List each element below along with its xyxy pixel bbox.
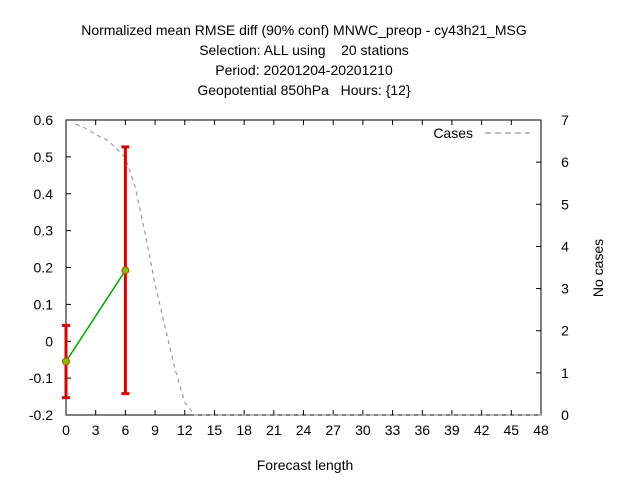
y-tick-label: 0.5 bbox=[34, 149, 54, 165]
data-point bbox=[121, 266, 130, 275]
series-cases-line bbox=[75, 123, 541, 416]
x-tick-label: 3 bbox=[92, 422, 100, 438]
y-tick-label: 0.2 bbox=[34, 260, 54, 276]
x-axis-label: Forecast length bbox=[257, 457, 354, 473]
y2-tick-label: 4 bbox=[561, 238, 569, 254]
x-tick-label: 9 bbox=[151, 422, 159, 438]
x-tick-label: 45 bbox=[504, 422, 520, 438]
y2-tick-label: 2 bbox=[561, 323, 569, 339]
y-axis: -0.2 -0.1 0 0.1 0.2 0.3 0.4 0.5 0.6 bbox=[29, 112, 71, 423]
x-axis: 0 3 6 9 12 15 18 21 24 27 30 33 36 39 42 45 48 bbox=[62, 120, 549, 438]
x-tick-label: 30 bbox=[355, 422, 371, 438]
x-tick-label: 27 bbox=[325, 422, 341, 438]
y-tick-label: 0.1 bbox=[34, 296, 54, 312]
x-tick-label: 12 bbox=[177, 422, 193, 438]
chart-title-line-4: Geopotential 850hPa Hours: {12} bbox=[197, 82, 411, 98]
legend: Cases bbox=[433, 125, 530, 141]
y-tick-label: -0.2 bbox=[29, 407, 53, 423]
x-tick-label: 18 bbox=[236, 422, 252, 438]
y2-tick-label: 6 bbox=[561, 154, 569, 170]
y2-tick-label: 7 bbox=[561, 112, 569, 128]
y2-tick-label: 5 bbox=[561, 196, 569, 212]
x-tick-label: 21 bbox=[266, 422, 282, 438]
x-tick-label: 15 bbox=[207, 422, 223, 438]
chart-title-line-3: Period: 20201204-20201210 bbox=[215, 62, 393, 78]
y-tick-label: 0.3 bbox=[34, 223, 54, 239]
x-tick-label: 0 bbox=[62, 422, 70, 438]
legend-label-cases: Cases bbox=[433, 125, 473, 141]
chart-title-line-1: Normalized mean RMSE diff (90% conf) MNW… bbox=[81, 22, 527, 38]
y2-tick-label: 0 bbox=[561, 407, 569, 423]
x-tick-label: 6 bbox=[121, 422, 129, 438]
x-tick-label: 42 bbox=[474, 422, 490, 438]
x-tick-label: 39 bbox=[444, 422, 460, 438]
data-point bbox=[62, 357, 70, 366]
plot-frame bbox=[65, 119, 542, 416]
y2-axis: 0 1 2 3 4 5 6 7 bbox=[536, 112, 569, 423]
chart-title-group: Normalized mean RMSE diff (90% conf) MNW… bbox=[81, 22, 527, 98]
y-tick-label: -0.1 bbox=[29, 370, 53, 386]
y-tick-label: 0 bbox=[45, 333, 53, 349]
y2-tick-label: 1 bbox=[561, 365, 569, 381]
y2-tick-label: 3 bbox=[561, 281, 569, 297]
chart-title-line-2: Selection: ALL using 20 stations bbox=[199, 42, 409, 58]
y-tick-label: 0.6 bbox=[34, 112, 54, 128]
plot-marks bbox=[62, 123, 541, 416]
x-tick-label: 36 bbox=[414, 422, 430, 438]
series-rmse-line bbox=[65, 270, 127, 362]
x-tick-label: 48 bbox=[533, 422, 549, 438]
x-tick-label: 24 bbox=[296, 422, 312, 438]
y2-axis-label: No cases bbox=[590, 239, 606, 297]
x-tick-label: 33 bbox=[385, 422, 401, 438]
y-tick-label: 0.4 bbox=[34, 186, 54, 202]
